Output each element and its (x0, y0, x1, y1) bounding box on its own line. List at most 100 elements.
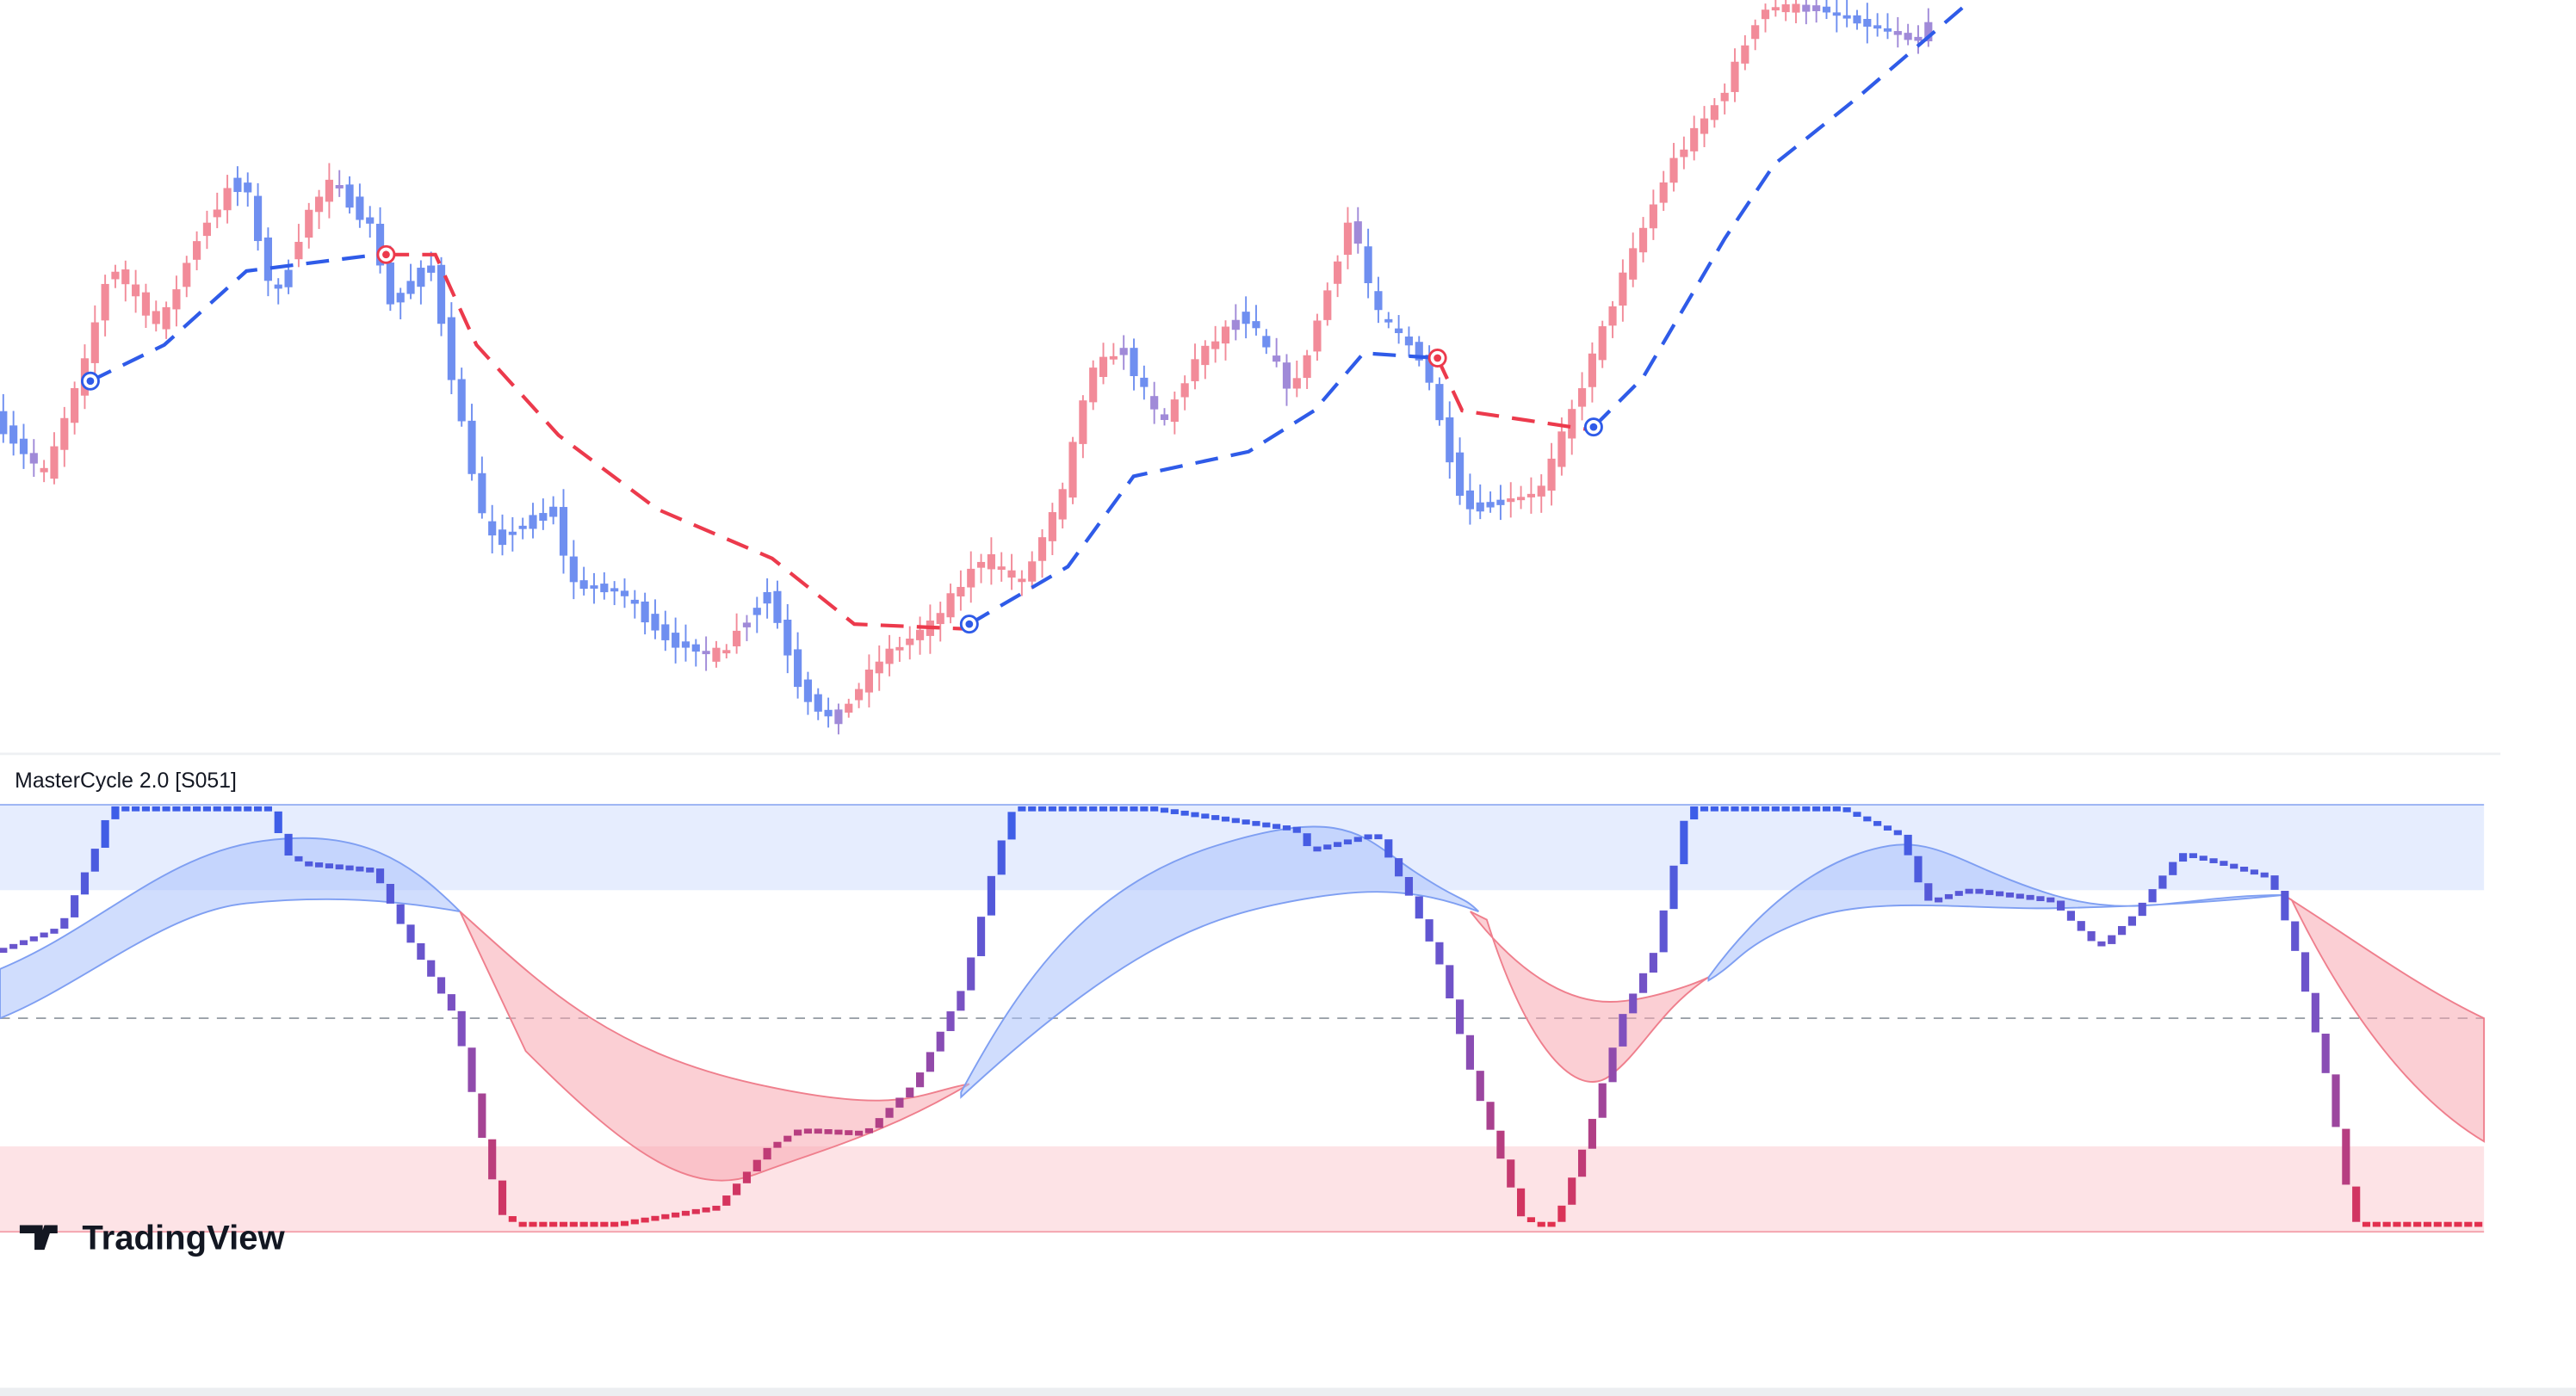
oversold-zone (0, 1146, 2485, 1232)
candle (1496, 499, 1505, 505)
osc-candle (2372, 1221, 2381, 1227)
osc-candle (1343, 839, 1353, 845)
osc-candle (1313, 846, 1322, 852)
candle (1649, 204, 1657, 229)
osc-candle (375, 868, 385, 884)
osc-candle (2036, 896, 2045, 902)
candle (1863, 19, 1872, 27)
osc-candle (600, 1221, 609, 1227)
osc-candle (1037, 806, 1047, 812)
osc-candle (783, 1135, 792, 1142)
candle (834, 709, 843, 725)
osc-candle (722, 1195, 731, 1206)
candle (590, 585, 598, 589)
osc-candle (620, 1220, 629, 1226)
candle (71, 387, 79, 423)
osc-candle (1741, 806, 1749, 812)
candle (294, 242, 303, 260)
osc-candle (1608, 1047, 1617, 1083)
osc-candle (824, 1129, 833, 1134)
osc-candle (1303, 833, 1311, 847)
candle (773, 590, 782, 623)
osc-candle (1965, 888, 1973, 894)
candle (539, 513, 548, 522)
osc-candle (488, 1139, 497, 1180)
osc-candle (2331, 1074, 2340, 1127)
osc-candle (794, 1129, 802, 1136)
candle (1028, 561, 1037, 582)
osc-candle (1323, 844, 1332, 850)
candle (763, 592, 771, 604)
candle (1252, 321, 1260, 329)
candle (254, 195, 263, 242)
candle (274, 284, 282, 289)
osc-candle (1568, 1177, 1576, 1205)
osc-candle (2005, 893, 2015, 898)
candle (875, 661, 883, 674)
candle (1598, 326, 1607, 361)
candle (0, 411, 8, 435)
osc-candle (447, 994, 455, 1011)
osc-candle (2220, 861, 2228, 866)
osc-candle (1710, 806, 1718, 812)
osc-candle (1680, 820, 1688, 865)
osc-candle (630, 1219, 639, 1225)
candle (967, 568, 975, 588)
osc-candle (2291, 921, 2300, 951)
candle (356, 196, 364, 220)
osc-candle (681, 1210, 690, 1216)
osc-candle (1720, 806, 1729, 812)
candle (1700, 118, 1709, 134)
osc-candle (895, 1097, 904, 1108)
osc-candle (2250, 869, 2258, 875)
candle (906, 638, 914, 645)
osc-candle (1832, 806, 1841, 812)
candle (213, 209, 221, 218)
osc-candle (2300, 952, 2310, 992)
osc-candle (2077, 921, 2085, 931)
candle (1231, 319, 1240, 330)
indicator-title: MasterCycle 2.0 [S051] (15, 769, 237, 793)
candle (9, 425, 18, 444)
osc-candle (1384, 839, 1393, 858)
trend-line (386, 252, 969, 631)
osc-candle (1669, 865, 1678, 910)
osc-candle (1914, 856, 1923, 883)
osc-candle (529, 1221, 537, 1227)
osc-candle (233, 806, 242, 812)
osc-candle (213, 806, 221, 812)
osc-candle (2047, 897, 2055, 903)
candle (314, 196, 324, 213)
candle (783, 620, 792, 656)
candle (447, 317, 455, 380)
candle (457, 379, 466, 422)
osc-candle (396, 904, 405, 924)
osc-candle (976, 917, 986, 956)
osc-candle (1557, 1205, 1566, 1222)
osc-candle (2097, 941, 2106, 947)
osc-candle (2118, 925, 2127, 936)
osc-candle (121, 806, 130, 812)
osc-candle (2352, 1186, 2361, 1222)
candle (1669, 158, 1678, 183)
osc-candle (1099, 806, 1108, 812)
candle (651, 614, 659, 631)
candle (1323, 290, 1332, 320)
osc-candle (2169, 862, 2177, 875)
candle (1690, 127, 1699, 151)
candle (1893, 31, 1902, 35)
candle (29, 453, 38, 464)
candle (1588, 353, 1596, 387)
candle (40, 467, 48, 473)
candle (1904, 33, 1912, 40)
osc-candle (1353, 837, 1362, 843)
osc-candle (1954, 891, 1963, 896)
candle (1262, 336, 1271, 348)
candle (1273, 355, 1281, 362)
candle (1731, 61, 1739, 92)
osc-candle (1781, 806, 1790, 812)
osc-candle (1812, 806, 1821, 812)
candle (1170, 399, 1179, 423)
osc-candle (702, 1207, 710, 1213)
